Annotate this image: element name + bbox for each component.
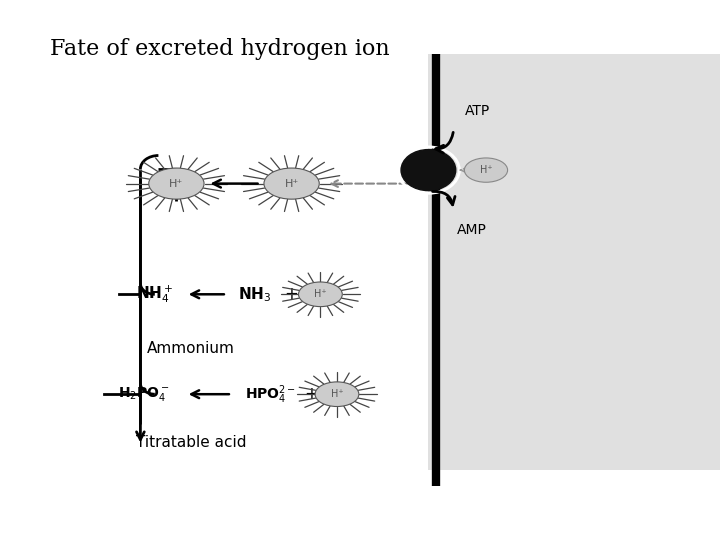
Text: H⁺: H⁺ [314, 289, 327, 299]
Ellipse shape [464, 158, 508, 182]
Circle shape [401, 150, 456, 191]
Ellipse shape [149, 168, 204, 199]
Text: +: + [304, 385, 318, 403]
Text: H⁺: H⁺ [284, 179, 299, 188]
Text: NH$_4^+$: NH$_4^+$ [136, 284, 174, 305]
Text: +: + [284, 285, 299, 303]
Ellipse shape [299, 282, 342, 307]
Text: H⁺: H⁺ [330, 389, 343, 399]
Text: Titratable acid: Titratable acid [135, 435, 246, 450]
Text: Ammonium: Ammonium [147, 341, 235, 356]
Text: Fate of excreted hydrogen ion: Fate of excreted hydrogen ion [50, 38, 390, 60]
Text: H$_2$PO$_4^-$: H$_2$PO$_4^-$ [118, 385, 170, 403]
Text: H⁺: H⁺ [480, 165, 492, 175]
Bar [428, 54, 720, 470]
Text: AMP: AMP [457, 222, 487, 237]
Text: H⁺: H⁺ [169, 179, 184, 188]
FancyArrowPatch shape [433, 192, 455, 205]
Ellipse shape [315, 382, 359, 407]
Text: ATP: ATP [464, 104, 490, 118]
Ellipse shape [264, 168, 319, 199]
FancyArrowPatch shape [436, 132, 453, 153]
Text: NH$_3$: NH$_3$ [238, 285, 271, 303]
Text: HPO$_4^{2-}$: HPO$_4^{2-}$ [245, 383, 295, 406]
